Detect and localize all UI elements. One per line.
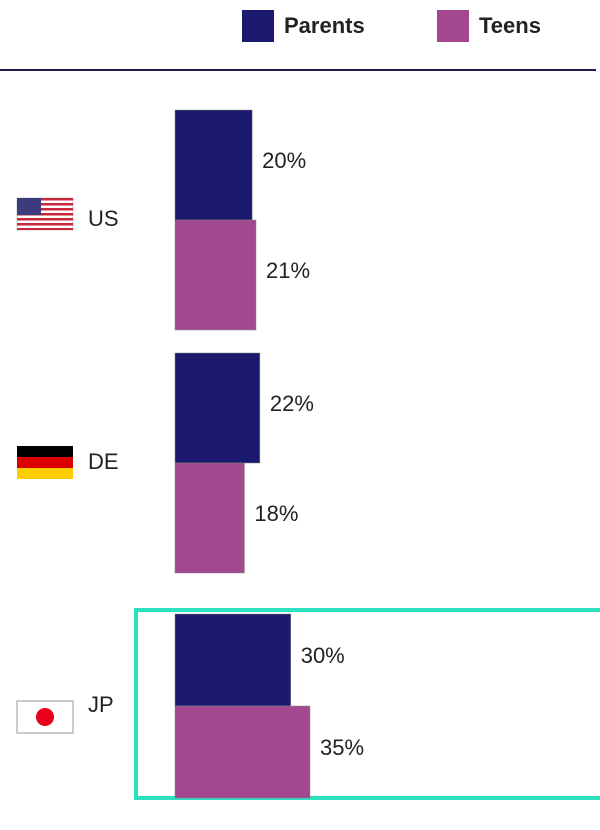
category-label: JP — [88, 692, 114, 717]
legend-label: Parents — [284, 13, 365, 38]
flag-jp — [16, 700, 74, 734]
bar — [174, 109, 253, 221]
value-label: 18% — [254, 501, 298, 526]
bar — [174, 705, 311, 799]
legend-swatch — [242, 10, 274, 42]
bar — [174, 352, 261, 464]
value-label: 30% — [301, 643, 345, 668]
legend-label: Teens — [479, 13, 541, 38]
category-label: DE — [88, 449, 119, 474]
highlight-box — [134, 608, 600, 800]
value-label: 22% — [270, 391, 314, 416]
flag-us — [16, 197, 74, 231]
value-label: 20% — [262, 148, 306, 173]
flag-de — [17, 446, 73, 479]
bar — [174, 219, 257, 331]
bar — [174, 613, 291, 707]
category-label: US — [88, 206, 119, 231]
legend-swatch — [437, 10, 469, 42]
value-label: 35% — [320, 735, 364, 760]
value-label: 21% — [266, 258, 310, 283]
bar — [174, 462, 245, 574]
